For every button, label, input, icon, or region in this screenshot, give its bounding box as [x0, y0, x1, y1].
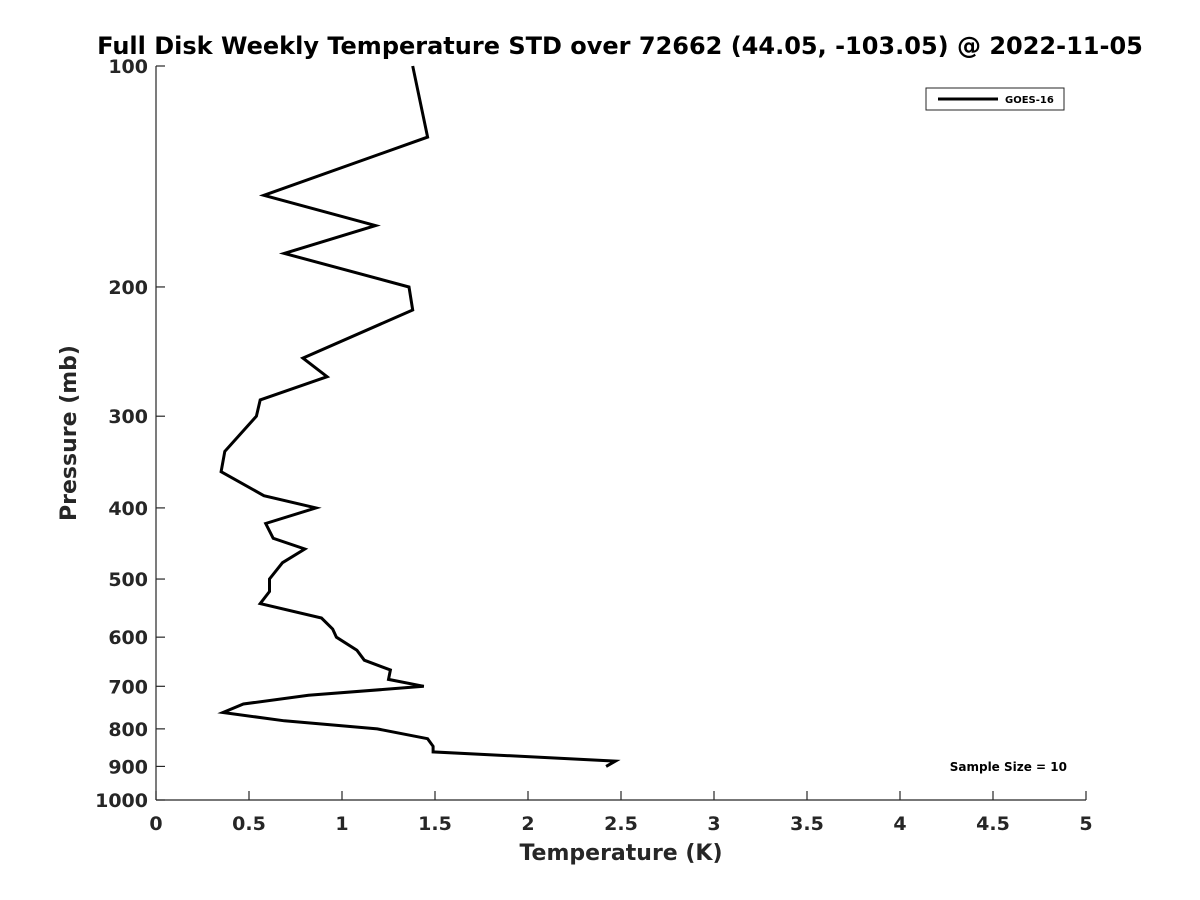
chart-title: Full Disk Weekly Temperature STD over 72…: [97, 32, 1143, 60]
y-tick-label: 800: [108, 719, 148, 741]
y-ticks: 100 200 300 400 500 600 700 800 900 1000: [95, 56, 165, 812]
x-tick-label: 0.5: [232, 813, 266, 835]
y-tick-label: 400: [108, 498, 148, 520]
x-tick-label: 2.5: [604, 813, 638, 835]
x-axis-label: Temperature (K): [519, 841, 722, 866]
sample-size-annotation: Sample Size = 10: [950, 760, 1067, 774]
y-axis-label: Pressure (mb): [57, 345, 82, 521]
x-tick-label: 1.5: [418, 813, 452, 835]
y-tick-label: 1000: [95, 790, 148, 812]
x-tick-label: 5: [1079, 813, 1092, 835]
y-tick-label: 600: [108, 627, 148, 649]
x-tick-label: 3: [707, 813, 720, 835]
x-tick-label: 1: [335, 813, 348, 835]
y-tick-label: 900: [108, 756, 148, 778]
legend-label-goes-16: GOES-16: [1005, 95, 1054, 106]
legend: GOES-16: [925, 87, 1065, 111]
x-tick-label: 4: [893, 813, 906, 835]
x-tick-label: 4.5: [976, 813, 1010, 835]
y-tick-label: 200: [108, 277, 148, 299]
x-ticks: 0 0.5 1 1.5 2 2.5 3 3.5 4 4.5 5: [149, 791, 1093, 835]
y-tick-label: 300: [108, 406, 148, 428]
x-tick-label: 3.5: [790, 813, 824, 835]
series-line-goes-16: [217, 65, 621, 768]
series-group: [217, 65, 621, 768]
y-tick-label: 700: [108, 676, 148, 698]
y-tick-label: 500: [108, 569, 148, 591]
x-tick-label: 0: [149, 813, 162, 835]
x-tick-label: 2: [521, 813, 534, 835]
y-tick-label: 100: [108, 56, 148, 78]
